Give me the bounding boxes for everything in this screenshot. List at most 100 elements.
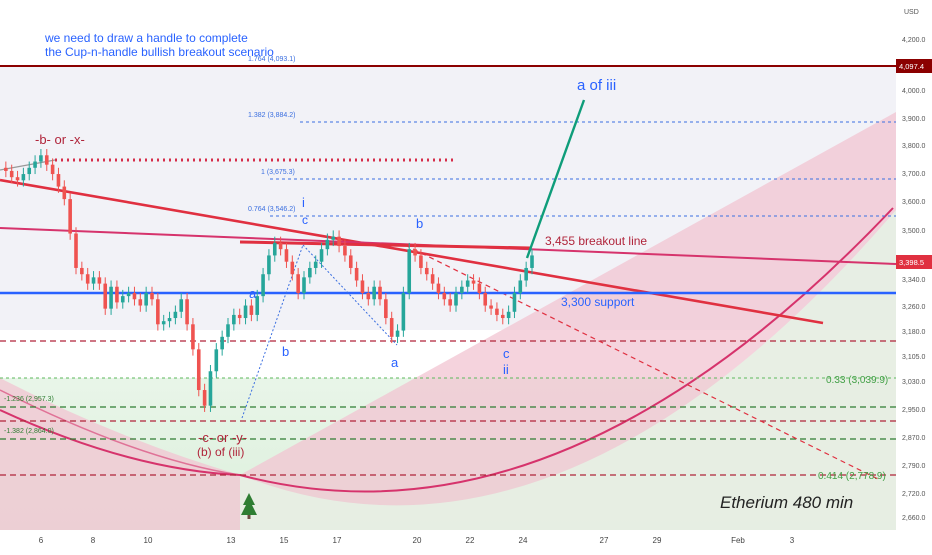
y-tick-label: 2,790.0	[902, 463, 925, 470]
candle-body	[202, 390, 207, 406]
candle-body	[384, 299, 388, 319]
label-c-1: c	[302, 213, 308, 227]
candle-body	[144, 293, 148, 306]
candle-body	[506, 311, 511, 319]
candle-body	[389, 318, 394, 337]
candle-body	[524, 267, 528, 281]
candle-body	[407, 249, 412, 293]
candle-body	[237, 314, 242, 319]
fib-label-0414: 0.414 (2,778.9)	[818, 471, 886, 482]
y-tick-label: 3,260.0	[902, 304, 925, 311]
candle-body	[120, 296, 125, 303]
x-tick-label: 27	[600, 536, 609, 545]
candle-body	[308, 267, 312, 278]
candle-body	[343, 246, 347, 256]
label-i: i	[302, 195, 305, 210]
y-tick-label: 3,500.0	[902, 228, 925, 235]
candle-body	[302, 277, 306, 293]
fib-label-1: 1 (3,675.3)	[261, 169, 295, 176]
dashed-descending-line	[404, 244, 881, 481]
current-price-badge	[896, 255, 932, 269]
candle-body	[33, 161, 37, 168]
label-ii: ii	[503, 362, 509, 377]
candle-body	[500, 314, 505, 319]
time-axis[interactable]	[0, 530, 896, 550]
y-tick-label: 3,180.0	[902, 329, 925, 336]
candle-body	[27, 167, 32, 175]
downtrend-line	[0, 178, 824, 325]
candle-body	[454, 293, 458, 306]
fib-label-1764: 1.764 (4,093.1)	[248, 56, 295, 63]
label-support: 3,300 support	[561, 295, 635, 309]
candle-body	[489, 305, 493, 309]
candle-body	[337, 236, 341, 247]
candle-body	[232, 314, 236, 325]
candle-body	[530, 255, 534, 268]
candle-body	[103, 283, 108, 309]
note-line-1: we need to draw a handle to complete	[44, 31, 248, 45]
label-a-2: a	[391, 355, 399, 370]
x-tick-label: 13	[227, 536, 236, 545]
current-price-badge-text: 3,398.5	[899, 258, 924, 267]
y-tick-label: 3,700.0	[902, 171, 925, 178]
y-tick-label: 3,030.0	[902, 379, 925, 386]
candle-body	[80, 267, 84, 275]
fib-label-033: 0.33 (3,039.9)	[826, 375, 888, 386]
candle-body	[290, 261, 295, 275]
candle-body	[50, 164, 55, 175]
candle-body	[156, 299, 160, 325]
candle-body	[62, 186, 67, 200]
label-c-or-y: -c- or -y-	[198, 430, 247, 445]
candle-body	[191, 324, 195, 350]
y-tick-label: 2,720.0	[902, 491, 925, 498]
candle-body	[150, 293, 154, 300]
candle-body	[477, 283, 482, 293]
candle-body	[15, 177, 20, 181]
y-tick-label: 3,340.0	[902, 277, 925, 284]
candle-body	[267, 255, 271, 275]
candle-body	[424, 267, 429, 275]
y-tick-label: 3,900.0	[902, 116, 925, 123]
breakout-line-segment	[239, 240, 531, 250]
label-breakout: 3,455 breakout line	[545, 234, 647, 248]
y-tick-label: 2,870.0	[902, 435, 925, 442]
x-tick-label: 15	[280, 536, 289, 545]
cup-arc	[0, 207, 894, 493]
candle-body	[372, 286, 376, 300]
candle-body	[173, 311, 178, 319]
candle-body	[460, 286, 464, 293]
candle-body	[348, 255, 353, 268]
candle-body	[331, 236, 336, 240]
candle-body	[68, 199, 72, 234]
y-tick-label: 2,660.0	[902, 515, 925, 522]
candle-body	[495, 308, 499, 315]
candle-body	[97, 277, 102, 284]
candle-body	[319, 249, 324, 262]
candle-body	[442, 293, 447, 300]
candle-body	[214, 349, 219, 372]
candle-body	[325, 239, 330, 250]
candle-body	[9, 170, 14, 178]
x-tick-label: Feb	[731, 536, 745, 545]
y-tick-label: 4,000.0	[902, 88, 925, 95]
x-axis-ticks: 6 8 10 13 15 17 20 22 24 27 29 Feb 3	[39, 536, 795, 545]
fib-label-neg1382: -1.382 (2,864.0)	[4, 428, 54, 435]
candle-body	[220, 336, 224, 350]
x-tick-label: 8	[91, 536, 96, 545]
candle-body	[360, 280, 365, 293]
candle-body	[313, 261, 318, 268]
candle-body	[430, 274, 435, 284]
candle-body	[44, 155, 49, 165]
candle-body	[354, 267, 359, 281]
candle-body	[226, 324, 230, 337]
label-b-1: b	[416, 216, 423, 231]
candle-body	[243, 305, 248, 319]
candle-body	[91, 277, 96, 284]
candle-body	[126, 293, 131, 297]
candle-body	[179, 299, 184, 312]
label-a-1: a	[249, 286, 257, 301]
candle-body	[208, 371, 213, 406]
candle-body	[518, 280, 523, 293]
price-axis[interactable]: USD 4,100.04,000.03,900.03,800.03,700.03…	[896, 0, 932, 550]
